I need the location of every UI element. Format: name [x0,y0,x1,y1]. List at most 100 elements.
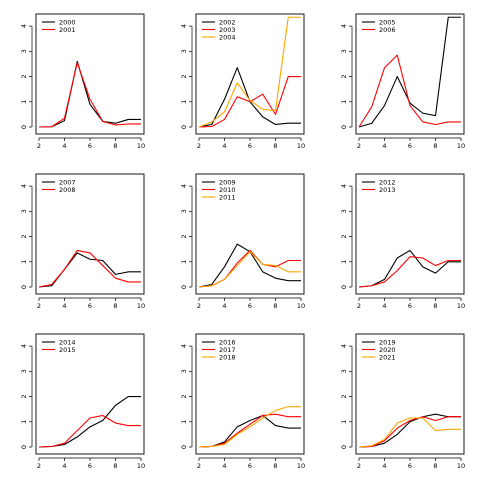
series-line-2008 [38,249,141,288]
x-tick-label: 4 [382,302,386,310]
y-tick-label: 3 [180,369,188,373]
x-tick-label: 6 [408,302,412,310]
series-line-2016 [198,414,301,448]
y-tick-label: 2 [180,394,188,398]
y-tick-label: 3 [180,49,188,53]
legend-label: 2020 [379,346,396,354]
series-line-2021 [358,417,461,448]
y-tick-label: 4 [180,184,188,188]
y-tick-label: 2 [20,234,28,238]
x-tick-label: 2 [357,142,361,150]
x-tick-label: 2 [37,462,41,470]
series-line-2000 [38,60,141,128]
y-tick-label: 2 [340,234,348,238]
y-tick-label: 4 [20,184,28,188]
x-tick-label: 10 [297,142,305,150]
legend-label: 2009 [219,178,236,186]
legend-label: 2012 [379,178,396,186]
x-tick-label: 8 [273,142,277,150]
y-tick-label: 1 [20,420,28,424]
x-tick-label: 6 [408,462,412,470]
x-tick-label: 4 [62,462,66,470]
legend-label: 2013 [379,186,396,194]
legend-label: 2010 [219,186,236,194]
y-tick-label: 1 [180,100,188,104]
x-tick-label: 10 [457,302,465,310]
legend-label: 2000 [59,18,76,26]
y-tick-label: 2 [340,74,348,78]
x-tick-label: 4 [382,142,386,150]
y-tick-label: 1 [340,420,348,424]
x-tick-label: 2 [37,142,41,150]
y-tick-label: 3 [20,49,28,53]
x-tick-label: 6 [248,302,252,310]
x-tick-label: 2 [357,462,361,470]
y-tick-label: 0 [340,125,348,129]
x-tick-label: 8 [433,142,437,150]
series-line-2018 [198,406,301,448]
x-tick-label: 4 [222,302,226,310]
legend-label: 2003 [219,26,236,34]
series-line-2015 [38,414,141,448]
y-tick-label: 2 [180,74,188,78]
y-tick-label: 2 [20,394,28,398]
x-tick-label: 10 [297,302,305,310]
series-line-2014 [38,395,141,448]
y-tick-label: 0 [180,445,188,449]
x-tick-label: 6 [88,142,92,150]
y-tick-label: 0 [20,285,28,289]
x-tick-label: 10 [137,302,145,310]
legend-label: 2004 [219,33,236,41]
x-tick-label: 6 [248,462,252,470]
x-tick-label: 6 [88,302,92,310]
plot-frame [355,173,465,295]
x-tick-label: 2 [197,462,201,470]
series-line-2005 [358,16,461,128]
plot-frame [195,173,305,295]
legend-label: 2008 [59,186,76,194]
x-tick-label: 6 [88,462,92,470]
y-tick-label: 3 [20,369,28,373]
legend-label: 2019 [379,338,396,346]
y-tick-label: 0 [20,125,28,129]
x-tick-label: 8 [433,302,437,310]
x-tick-label: 8 [273,462,277,470]
series-line-2013 [358,256,461,288]
plot-frame [35,173,145,295]
x-tick-label: 10 [457,142,465,150]
series-line-2012 [358,249,461,288]
legend-label: 2007 [59,178,76,186]
y-tick-label: 0 [180,125,188,129]
y-tick-label: 1 [180,420,188,424]
y-tick-label: 2 [20,74,28,78]
legend-label: 2017 [219,346,236,354]
y-tick-label: 0 [20,445,28,449]
x-tick-label: 4 [222,462,226,470]
legend-label: 2011 [219,193,236,201]
y-tick-label: 4 [180,24,188,28]
legend-label: 2015 [59,346,76,354]
y-tick-label: 3 [180,209,188,213]
y-tick-label: 1 [340,100,348,104]
y-tick-label: 4 [20,24,28,28]
x-tick-label: 4 [62,142,66,150]
y-tick-label: 0 [340,445,348,449]
plot-frame [35,333,145,455]
series-line-2011 [198,251,301,288]
x-tick-label: 6 [408,142,412,150]
y-tick-label: 3 [340,209,348,213]
series-line-2006 [358,54,461,128]
y-tick-label: 1 [180,260,188,264]
x-tick-label: 10 [457,462,465,470]
legend-label: 2001 [59,26,76,34]
legend-label: 2005 [379,18,396,26]
plot-frame [195,13,305,135]
series-line-2004 [198,16,301,128]
